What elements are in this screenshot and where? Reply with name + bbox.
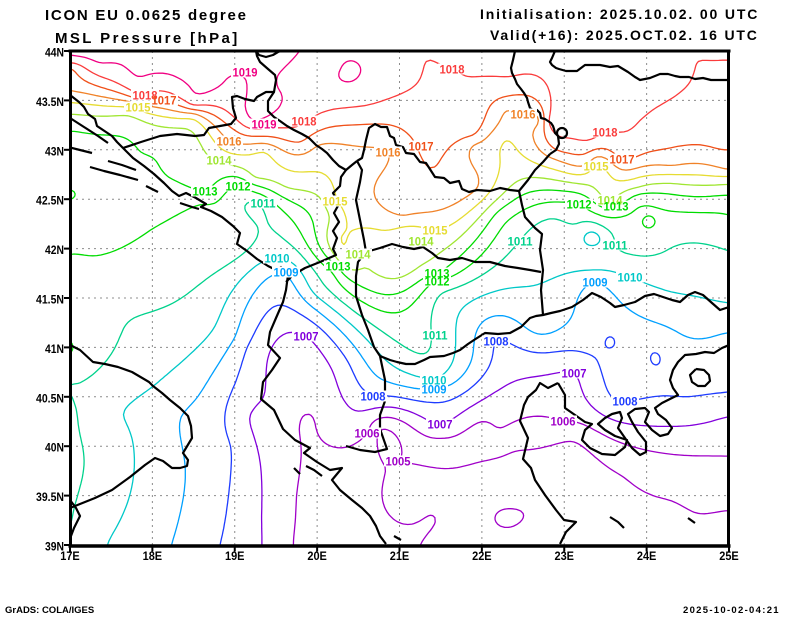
svg-text:1014: 1014: [346, 248, 371, 262]
svg-text:41N: 41N: [45, 342, 64, 356]
svg-text:1009: 1009: [583, 276, 608, 290]
svg-text:1008: 1008: [484, 335, 509, 349]
svg-text:39.5N: 39.5N: [36, 490, 64, 504]
svg-text:1008: 1008: [613, 395, 638, 409]
svg-text:1017: 1017: [610, 153, 635, 167]
svg-text:24E: 24E: [637, 549, 657, 563]
svg-text:1014: 1014: [598, 194, 623, 208]
svg-text:1011: 1011: [603, 239, 628, 253]
svg-text:1007: 1007: [562, 367, 587, 381]
svg-text:Valid(+16): 2025.OCT.02. 16 UT: Valid(+16): 2025.OCT.02. 16 UTC: [490, 27, 759, 43]
svg-text:1014: 1014: [207, 154, 232, 168]
svg-text:1015: 1015: [126, 101, 151, 115]
svg-text:1013: 1013: [326, 260, 351, 274]
svg-text:1019: 1019: [252, 118, 277, 132]
svg-text:21E: 21E: [390, 549, 410, 563]
svg-text:1017: 1017: [409, 140, 434, 154]
svg-text:GrADS: COLA/IGES: GrADS: COLA/IGES: [5, 605, 94, 616]
svg-text:1010: 1010: [422, 374, 447, 388]
svg-text:1007: 1007: [428, 418, 453, 432]
svg-text:1016: 1016: [511, 108, 536, 122]
svg-text:1019: 1019: [233, 66, 258, 80]
svg-text:1013: 1013: [425, 267, 450, 281]
svg-text:20E: 20E: [307, 549, 327, 563]
svg-text:19E: 19E: [225, 549, 245, 563]
svg-text:40.5N: 40.5N: [36, 391, 64, 405]
svg-text:1016: 1016: [217, 135, 242, 149]
svg-text:1012: 1012: [567, 198, 592, 212]
svg-text:22E: 22E: [472, 549, 492, 563]
svg-text:1012: 1012: [425, 275, 450, 289]
svg-text:44N: 44N: [45, 46, 64, 60]
svg-text:1008: 1008: [361, 390, 386, 404]
svg-text:1011: 1011: [251, 197, 276, 211]
svg-text:ICON EU 0.0625 degree: ICON EU 0.0625 degree: [45, 7, 248, 24]
svg-text:42.5N: 42.5N: [36, 194, 64, 208]
svg-text:1015: 1015: [323, 195, 348, 209]
svg-text:1013: 1013: [193, 185, 218, 199]
svg-text:1013: 1013: [604, 200, 629, 214]
svg-text:23E: 23E: [555, 549, 575, 563]
svg-text:1007: 1007: [294, 330, 319, 344]
svg-text:1009: 1009: [422, 383, 447, 397]
svg-text:1006: 1006: [551, 415, 576, 429]
svg-text:MSL Pressure [hPa]: MSL Pressure [hPa]: [55, 30, 240, 47]
svg-text:1018: 1018: [133, 89, 158, 103]
svg-text:1010: 1010: [265, 252, 290, 266]
svg-text:41.5N: 41.5N: [36, 293, 64, 307]
svg-text:17E: 17E: [60, 549, 80, 563]
svg-text:1011: 1011: [508, 235, 533, 249]
svg-text:18E: 18E: [143, 549, 163, 563]
svg-text:1015: 1015: [423, 224, 448, 238]
svg-text:1006: 1006: [355, 427, 380, 441]
svg-text:1018: 1018: [440, 63, 465, 77]
svg-text:1009: 1009: [274, 266, 299, 280]
svg-text:1010: 1010: [618, 271, 643, 285]
svg-text:1017: 1017: [152, 94, 177, 108]
svg-text:1012: 1012: [226, 180, 251, 194]
svg-text:25E: 25E: [719, 549, 739, 563]
svg-text:1005: 1005: [386, 455, 411, 469]
svg-text:1015: 1015: [584, 160, 609, 174]
svg-text:1018: 1018: [292, 115, 317, 129]
svg-text:40N: 40N: [45, 441, 64, 455]
svg-text:1018: 1018: [593, 126, 618, 140]
svg-text:43.5N: 43.5N: [36, 95, 64, 109]
svg-text:2025-10-02-04:21: 2025-10-02-04:21: [683, 605, 780, 616]
svg-text:43N: 43N: [45, 144, 64, 158]
svg-text:1011: 1011: [423, 329, 448, 343]
svg-text:1014: 1014: [409, 235, 434, 249]
svg-text:1016: 1016: [376, 146, 401, 160]
svg-text:Initialisation: 2025.10.02. 00: Initialisation: 2025.10.02. 00 UTC: [480, 6, 759, 22]
svg-text:42N: 42N: [45, 243, 64, 257]
svg-text:39N: 39N: [45, 540, 64, 554]
